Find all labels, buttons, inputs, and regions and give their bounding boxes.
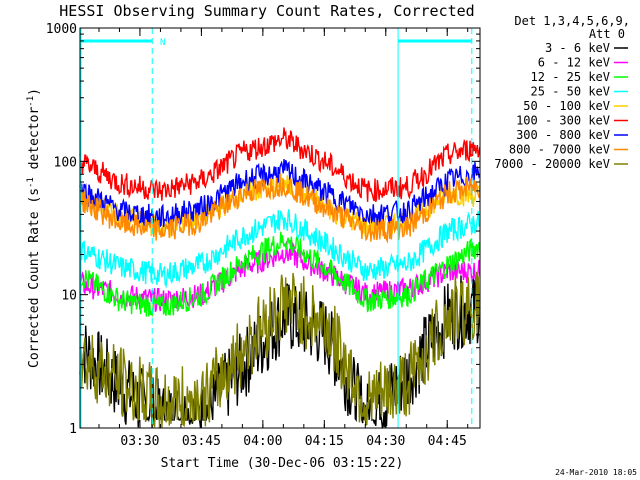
y-axis-label: Corrected Count Rate (s-1 detector-1) [26,88,42,368]
series-line-8 [79,173,481,244]
legend-label-5: 50 - 100 keV [523,99,610,113]
legend-label-3: 12 - 25 keV [531,70,610,84]
x-tick-label: 04:30 [366,434,405,449]
legend-header-line-1: Det 1,3,4,5,6,9, [514,14,630,28]
x-tick-label: 04:15 [305,434,344,449]
y-tick-label: 10 [61,289,77,304]
footer-date: 24-Mar-2010 18:05 [555,468,637,477]
series-line-9 [79,271,481,428]
legend-label-9: 7000 - 20000 keV [494,157,610,171]
legend-label-8: 800 - 7000 keV [509,143,610,157]
x-tick-label: 03:30 [120,434,159,449]
legend-label-1: 3 - 6 keV [545,41,610,55]
legend-label-6: 100 - 300 keV [516,114,610,128]
x-tick-label: 04:45 [428,434,467,449]
legend-label-2: 6 - 12 keV [538,56,610,70]
series-line-7 [79,158,481,228]
attenuator-flag: N [160,38,165,48]
series-line-3 [79,231,481,318]
legend-header-line-2: Att 0 [589,27,625,41]
y-tick-label: 100 [54,155,77,170]
y-tick-label: 1000 [46,22,77,37]
series-line-4 [79,209,480,289]
legend-label-7: 300 - 800 keV [516,128,610,142]
x-axis-label: Start Time (30-Dec-06 03:15:22) [161,456,404,471]
series-line-6 [79,127,481,202]
series-group [79,127,481,430]
x-axis: 03:30 03:45 04:00 04:15 04:30 04:45 [98,28,469,449]
x-tick-label: 03:45 [182,434,221,449]
y-axis: 1 10 100 1000 [46,22,480,437]
x-tick-label: 04:00 [243,434,282,449]
marker-lines [80,28,473,428]
chart-title: HESSI Observing Summary Count Rates, Cor… [59,2,474,20]
y-tick-label: 1 [69,422,77,437]
plot-frame [79,27,481,429]
legend-label-4: 25 - 50 keV [531,85,610,99]
